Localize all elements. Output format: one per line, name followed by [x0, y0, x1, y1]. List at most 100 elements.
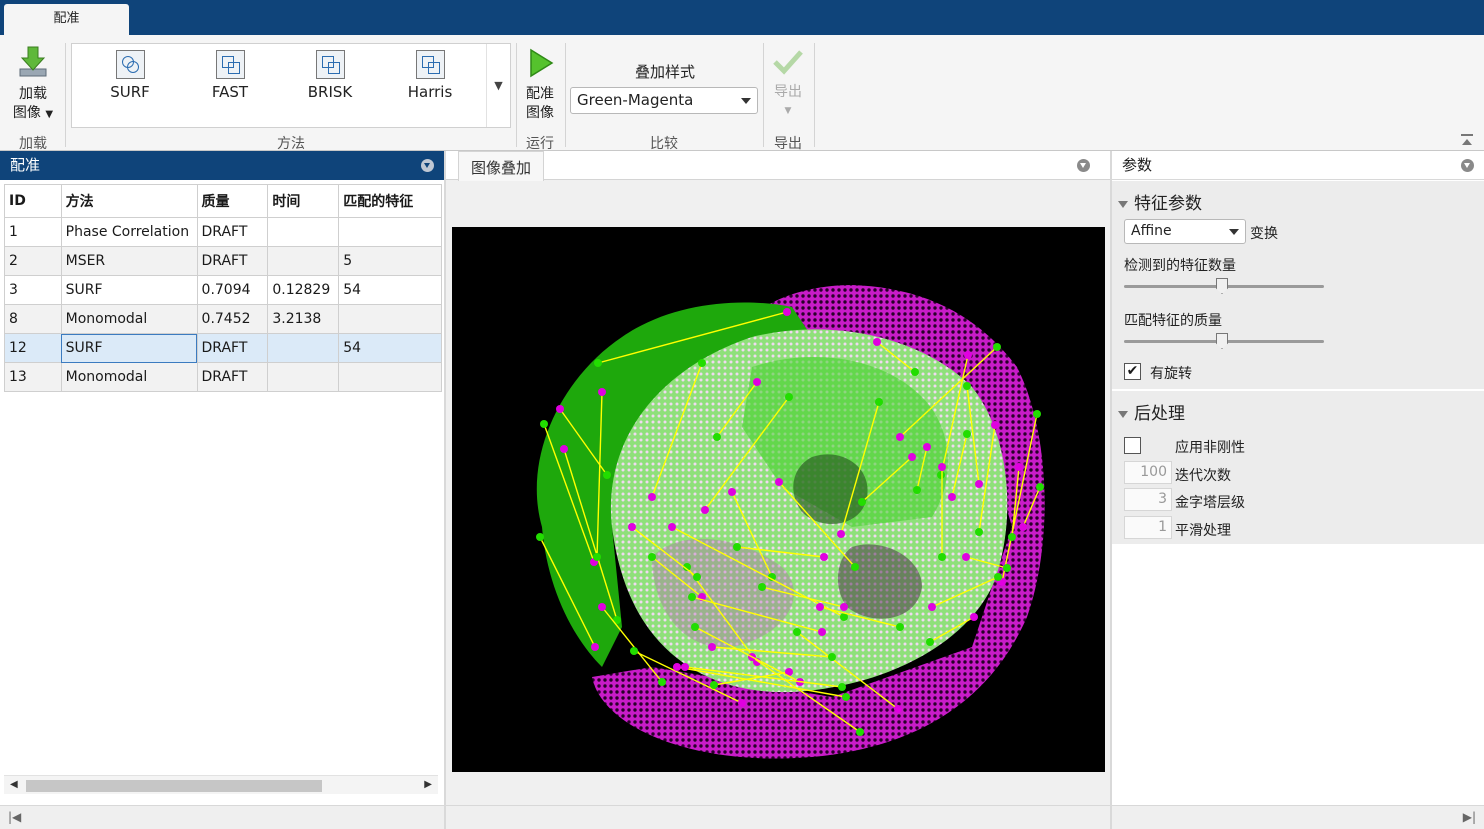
table-row[interactable]: 13 Monomodal DRAFT: [4, 362, 442, 392]
table-row[interactable]: 8 Monomodal 0.7452 3.2138: [4, 304, 442, 334]
table-cell[interactable]: [267, 217, 340, 247]
section-header[interactable]: 后处理: [1112, 399, 1484, 424]
table-cell[interactable]: DRAFT: [196, 246, 269, 276]
section-header[interactable]: 特征参数: [1112, 189, 1484, 214]
feature-point: [783, 308, 791, 316]
feature-point: [693, 573, 701, 581]
fast-method-icon: [215, 50, 245, 79]
method-harris-button[interactable]: Harris: [380, 50, 480, 101]
scrollbar-thumb[interactable]: [26, 780, 322, 792]
table-cell[interactable]: [267, 246, 340, 276]
num-features-slider[interactable]: [1124, 278, 1324, 294]
feature-point: [630, 647, 638, 655]
table-cell[interactable]: 54: [338, 333, 442, 363]
feature-point: [648, 553, 656, 561]
method-surf-button[interactable]: SURF: [80, 50, 180, 101]
column-header[interactable]: ID: [4, 184, 62, 218]
column-header[interactable]: 时间: [267, 184, 340, 218]
section-label-load: 加载: [19, 136, 47, 152]
tab-registration[interactable]: 配准: [4, 4, 129, 35]
export-button[interactable]: 导出 ▼: [767, 47, 809, 121]
nonrigid-checkbox[interactable]: [1124, 437, 1141, 454]
register-images-button[interactable]: 配准 图像: [518, 47, 562, 123]
table-cell[interactable]: 2: [4, 246, 62, 276]
slider-knob[interactable]: [1216, 278, 1228, 294]
feature-point: [908, 453, 916, 461]
table-row[interactable]: 3 SURF 0.7094 0.12829 54: [4, 275, 442, 305]
pane-menu-icon[interactable]: [421, 159, 434, 172]
feature-point: [1015, 463, 1023, 471]
match-line: [751, 656, 861, 733]
column-header[interactable]: 质量: [196, 184, 269, 218]
pane-menu-icon[interactable]: [1077, 159, 1090, 172]
table-cell[interactable]: 1: [4, 217, 62, 247]
table-cell[interactable]: 8: [4, 304, 62, 334]
table-cell[interactable]: 0.7094: [196, 275, 269, 305]
match-line: [711, 646, 833, 658]
table-cell[interactable]: [338, 362, 442, 392]
horizontal-scrollbar[interactable]: ◀ ▶: [4, 775, 438, 794]
table-cell[interactable]: Phase Correlation: [60, 217, 198, 247]
panel-footer: |◀: [0, 805, 444, 829]
overlay-style-dropdown[interactable]: Green-Magenta: [570, 87, 758, 114]
section-label-export: 导出: [774, 136, 802, 152]
match-line: [684, 666, 843, 688]
table-cell[interactable]: MSER: [60, 246, 198, 276]
feature-point: [873, 338, 881, 346]
transform-label: 变换: [1250, 226, 1278, 242]
slider-knob[interactable]: [1216, 333, 1228, 349]
table-cell[interactable]: SURF: [60, 333, 198, 363]
table-cell[interactable]: [267, 333, 340, 363]
section-title: 后处理: [1134, 404, 1185, 424]
iterations-field[interactable]: 100: [1124, 461, 1172, 484]
load-images-button[interactable]: 加载 图像 ▼: [8, 45, 58, 124]
gallery-expand-button[interactable]: ▼: [486, 44, 510, 127]
column-header[interactable]: 方法: [60, 184, 198, 218]
table-cell[interactable]: 3.2138: [267, 304, 340, 334]
table-row[interactable]: 2 MSER DRAFT 5: [4, 246, 442, 276]
table-row[interactable]: 12 SURF DRAFT 54: [4, 333, 442, 363]
scroll-right-icon[interactable]: ▶: [424, 779, 432, 790]
method-fast-button[interactable]: FAST: [180, 50, 280, 101]
table-cell[interactable]: Monomodal: [60, 362, 198, 392]
transform-dropdown[interactable]: Affine: [1124, 219, 1246, 244]
rotation-checkbox[interactable]: ✔: [1124, 363, 1141, 380]
pane-menu-icon[interactable]: [1461, 159, 1474, 172]
table-cell[interactable]: 0.7452: [196, 304, 269, 334]
match-line: [931, 576, 999, 608]
table-cell[interactable]: SURF: [60, 275, 198, 305]
feature-point: [963, 382, 971, 390]
method-brisk-button[interactable]: BRISK: [280, 50, 380, 101]
match-line: [651, 362, 703, 498]
tab-image-overlay[interactable]: 图像叠加: [458, 151, 545, 181]
image-overlay-canvas[interactable]: [452, 227, 1105, 772]
first-page-icon[interactable]: |◀: [8, 810, 22, 824]
panel-footer: ▶|: [1112, 805, 1484, 829]
brain-overlay-image[interactable]: [452, 227, 1105, 772]
table-row[interactable]: 1 Phase Correlation DRAFT: [4, 217, 442, 247]
feature-point: [698, 359, 706, 367]
table-cell[interactable]: 54: [338, 275, 442, 305]
collapse-ribbon-icon[interactable]: [1460, 133, 1474, 147]
method-label: BRISK: [307, 83, 353, 101]
last-page-icon[interactable]: ▶|: [1462, 810, 1476, 824]
table-cell[interactable]: 3: [4, 275, 62, 305]
table-cell[interactable]: 12: [4, 333, 62, 363]
scroll-left-icon[interactable]: ◀: [10, 779, 18, 790]
table-cell[interactable]: [338, 217, 442, 247]
match-quality-slider[interactable]: [1124, 333, 1324, 349]
feature-point: [948, 493, 956, 501]
pyramid-levels-field[interactable]: 3: [1124, 488, 1172, 511]
table-cell[interactable]: Monomodal: [60, 304, 198, 334]
table-cell[interactable]: DRAFT: [196, 362, 269, 392]
table-cell[interactable]: DRAFT: [196, 333, 269, 363]
column-header[interactable]: 匹配的特征: [338, 184, 442, 218]
table-cell[interactable]: [338, 304, 442, 334]
table-cell[interactable]: [267, 362, 340, 392]
table-cell[interactable]: 13: [4, 362, 62, 392]
load-button-label-2: 图像 ▼: [12, 105, 54, 121]
table-cell[interactable]: DRAFT: [196, 217, 269, 247]
table-cell[interactable]: 0.12829: [267, 275, 340, 305]
table-cell[interactable]: 5: [338, 246, 442, 276]
smoothing-field[interactable]: 1: [1124, 516, 1172, 539]
